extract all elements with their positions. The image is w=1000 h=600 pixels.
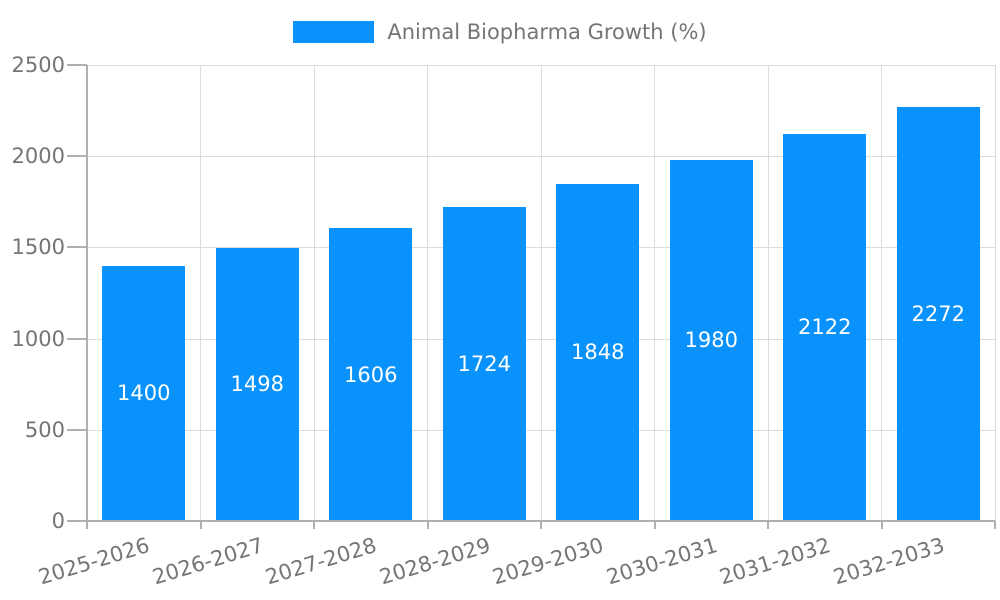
gridline-x bbox=[540, 65, 542, 521]
y-axis-tick bbox=[67, 64, 87, 66]
bar-value-label: 1724 bbox=[457, 351, 511, 376]
y-axis-tick bbox=[67, 155, 87, 158]
x-axis-label: 2030-2031 bbox=[603, 533, 720, 590]
y-axis-tick bbox=[67, 520, 87, 522]
gridline-y bbox=[87, 247, 995, 249]
bar-value-label: 1498 bbox=[230, 372, 284, 397]
gridline-y bbox=[87, 156, 995, 158]
legend-swatch bbox=[293, 21, 375, 43]
bar[interactable] bbox=[896, 106, 980, 521]
gridline-y bbox=[87, 429, 995, 431]
y-axis-tick bbox=[67, 428, 87, 431]
bar-value-label: 2122 bbox=[798, 315, 852, 340]
y-axis-tick bbox=[67, 246, 87, 249]
x-axis-tick bbox=[880, 521, 883, 529]
x-axis-tick bbox=[313, 521, 315, 529]
y-axis-line bbox=[86, 65, 88, 522]
x-axis-label: 2031-2032 bbox=[716, 533, 834, 590]
y-axis-label: 1500 bbox=[11, 235, 65, 260]
bar[interactable] bbox=[556, 183, 640, 521]
bar-value-label: 1606 bbox=[344, 362, 398, 387]
y-axis-label: 0 bbox=[51, 509, 65, 533]
y-axis-label: 2500 bbox=[11, 53, 65, 77]
x-axis-tick bbox=[86, 521, 88, 529]
x-axis-tick bbox=[653, 521, 656, 529]
bar-value-label: 1848 bbox=[571, 340, 625, 365]
bar[interactable] bbox=[442, 206, 526, 521]
gridline-y bbox=[87, 65, 995, 66]
gridline-x bbox=[427, 65, 428, 521]
x-axis-label: 2028-2029 bbox=[376, 533, 493, 590]
y-axis-label: 2000 bbox=[11, 144, 65, 169]
bar-value-label: 1400 bbox=[117, 381, 171, 406]
x-axis-line bbox=[87, 520, 995, 522]
gridline-x bbox=[767, 65, 769, 521]
x-axis-tick bbox=[540, 521, 542, 529]
bar[interactable] bbox=[783, 133, 867, 521]
gridline-x bbox=[200, 65, 201, 521]
gridline-x bbox=[313, 65, 315, 521]
gridline-x bbox=[881, 65, 882, 521]
gridline-x bbox=[654, 65, 655, 521]
legend-label: Animal Biopharma Growth (%) bbox=[387, 20, 707, 44]
x-axis-label: 2032-2033 bbox=[830, 533, 947, 590]
gridline-y bbox=[87, 338, 995, 340]
x-axis-label: 2026-2027 bbox=[149, 533, 266, 590]
bar-value-label: 2272 bbox=[911, 301, 965, 326]
legend[interactable]: Animal Biopharma Growth (%) bbox=[0, 20, 1000, 44]
x-axis-tick bbox=[767, 521, 769, 529]
y-axis-label: 1000 bbox=[11, 326, 65, 351]
bar[interactable] bbox=[215, 247, 299, 521]
x-axis-label: 2029-2030 bbox=[489, 533, 607, 590]
bar[interactable] bbox=[329, 228, 413, 521]
bar[interactable] bbox=[669, 159, 753, 521]
y-axis-label: 500 bbox=[24, 417, 65, 442]
y-axis-tick bbox=[67, 337, 87, 340]
x-axis-tick bbox=[199, 521, 202, 529]
x-axis-label: 2025-2026 bbox=[35, 533, 153, 590]
gridline-x bbox=[994, 65, 996, 521]
x-axis-label: 2027-2028 bbox=[262, 533, 380, 590]
x-axis-tick bbox=[994, 521, 996, 529]
bar[interactable] bbox=[102, 265, 186, 521]
bar-value-label: 1980 bbox=[684, 328, 738, 353]
x-axis-tick bbox=[426, 521, 429, 529]
